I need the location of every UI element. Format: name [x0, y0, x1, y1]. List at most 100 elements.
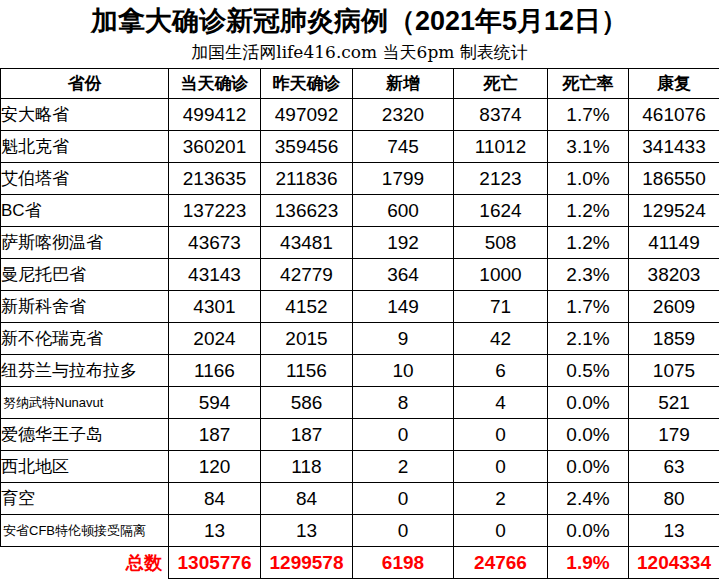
value-cell: 4 [454, 387, 548, 419]
value-cell: 211836 [261, 163, 353, 195]
value-cell: 521 [629, 387, 719, 419]
value-cell: 1000 [454, 259, 548, 291]
table-row: BC省13722313662360016241.2%129524 [1, 195, 719, 227]
value-cell: 6 [454, 355, 548, 387]
province-cell: 安大略省 [1, 99, 169, 131]
value-cell: 499412 [169, 99, 261, 131]
value-cell: 118 [261, 451, 353, 483]
table-row: 西北地区120118200.0%63 [1, 451, 719, 483]
value-cell: 0.0% [548, 515, 629, 547]
table-body: 安大略省499412497092232083741.7%461076魁北克省36… [1, 99, 719, 579]
value-cell: 149 [353, 291, 454, 323]
header-row: 省份 当天确诊 昨天确诊 新增 死亡 死亡率 康复 [1, 69, 719, 99]
totals-label-cell: 总数 [1, 547, 169, 579]
value-cell: 2015 [261, 323, 353, 355]
value-cell: 2320 [353, 99, 454, 131]
column-header-today-confirmed: 当天确诊 [169, 69, 261, 99]
province-cell: 西北地区 [1, 451, 169, 483]
value-cell: 1.7% [548, 291, 629, 323]
value-cell: 0 [353, 483, 454, 515]
covid-cases-table: 省份 当天确诊 昨天确诊 新增 死亡 死亡率 康复 安大略省4994124970… [0, 68, 719, 579]
column-header-province: 省份 [1, 69, 169, 99]
value-cell: 120 [169, 451, 261, 483]
value-cell: 179 [629, 419, 719, 451]
totals-value-cell: 6198 [353, 547, 454, 579]
value-cell: 0 [353, 515, 454, 547]
value-cell: 84 [169, 483, 261, 515]
table-row: 曼尼托巴省431434277936410002.3%38203 [1, 259, 719, 291]
value-cell: 136623 [261, 195, 353, 227]
column-header-recovered: 康复 [629, 69, 719, 99]
table-row: 安大略省499412497092232083741.7%461076 [1, 99, 719, 131]
value-cell: 13 [261, 515, 353, 547]
table-row: 新不伦瑞克省202420159422.1%1859 [1, 323, 719, 355]
value-cell: 43143 [169, 259, 261, 291]
value-cell: 594 [169, 387, 261, 419]
value-cell: 13 [629, 515, 719, 547]
province-cell: 育空 [1, 483, 169, 515]
column-header-new-cases: 新增 [353, 69, 454, 99]
value-cell: 41149 [629, 227, 719, 259]
value-cell: 600 [353, 195, 454, 227]
province-cell: 新斯科舍省 [1, 291, 169, 323]
value-cell: 2024 [169, 323, 261, 355]
totals-value-cell: 1299578 [261, 547, 353, 579]
value-cell: 360201 [169, 131, 261, 163]
value-cell: 0.0% [548, 451, 629, 483]
table-row: 育空8484022.4%80 [1, 483, 719, 515]
value-cell: 8374 [454, 99, 548, 131]
value-cell: 80 [629, 483, 719, 515]
value-cell: 0 [353, 419, 454, 451]
value-cell: 2 [454, 483, 548, 515]
value-cell: 43673 [169, 227, 261, 259]
value-cell: 2609 [629, 291, 719, 323]
value-cell: 2 [353, 451, 454, 483]
value-cell: 1075 [629, 355, 719, 387]
value-cell: 213635 [169, 163, 261, 195]
value-cell: 84 [261, 483, 353, 515]
value-cell: 8 [353, 387, 454, 419]
value-cell: 3.1% [548, 131, 629, 163]
table-row: 萨斯喀彻温省43673434811925081.2%41149 [1, 227, 719, 259]
value-cell: 137223 [169, 195, 261, 227]
totals-row: 总数130577612995786198247661.9%1204334 [1, 547, 719, 579]
value-cell: 11012 [454, 131, 548, 163]
value-cell: 42 [454, 323, 548, 355]
value-cell: 1859 [629, 323, 719, 355]
value-cell: 359456 [261, 131, 353, 163]
value-cell: 0 [454, 515, 548, 547]
value-cell: 1.2% [548, 195, 629, 227]
value-cell: 63 [629, 451, 719, 483]
province-cell: 新不伦瑞克省 [1, 323, 169, 355]
province-cell: 艾伯塔省 [1, 163, 169, 195]
value-cell: 497092 [261, 99, 353, 131]
table-row: 安省CFB特伦顿接受隔离1313000.0%13 [1, 515, 719, 547]
value-cell: 1624 [454, 195, 548, 227]
value-cell: 2.3% [548, 259, 629, 291]
value-cell: 1.7% [548, 99, 629, 131]
page-title: 加拿大确诊新冠肺炎病例（2021年5月12日） [0, 0, 719, 38]
value-cell: 71 [454, 291, 548, 323]
value-cell: 187 [261, 419, 353, 451]
totals-value-cell: 1.9% [548, 547, 629, 579]
value-cell: 4301 [169, 291, 261, 323]
value-cell: 2.4% [548, 483, 629, 515]
table-row: 爱德华王子岛187187000.0%179 [1, 419, 719, 451]
value-cell: 187 [169, 419, 261, 451]
table-row: 努纳武特Nunavut594586840.0%521 [1, 387, 719, 419]
value-cell: 2123 [454, 163, 548, 195]
table-row: 艾伯塔省213635211836179921231.0%186550 [1, 163, 719, 195]
totals-value-cell: 1204334 [629, 547, 719, 579]
value-cell: 42779 [261, 259, 353, 291]
column-header-death-rate: 死亡率 [548, 69, 629, 99]
totals-value-cell: 1305776 [169, 547, 261, 579]
page-header: 加拿大确诊新冠肺炎病例（2021年5月12日） 加国生活网life416.com… [0, 0, 719, 68]
province-cell: 爱德华王子岛 [1, 419, 169, 451]
table-row: 魁北克省360201359456745110123.1%341433 [1, 131, 719, 163]
value-cell: 4152 [261, 291, 353, 323]
value-cell: 9 [353, 323, 454, 355]
value-cell: 0 [454, 451, 548, 483]
value-cell: 0 [454, 419, 548, 451]
province-cell: 努纳武特Nunavut [1, 387, 169, 419]
value-cell: 1.0% [548, 163, 629, 195]
